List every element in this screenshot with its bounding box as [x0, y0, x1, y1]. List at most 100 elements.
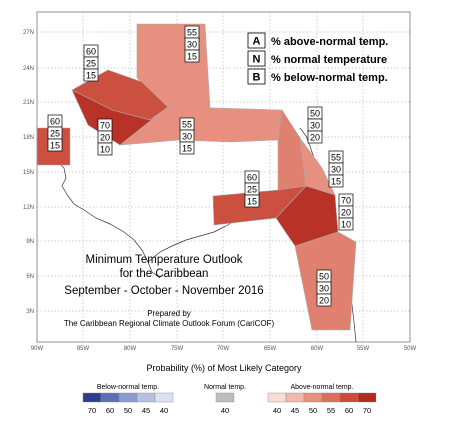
legend-swatch — [285, 392, 305, 403]
prepared-by-line1: Prepared by — [147, 309, 191, 318]
lon-tick-label: 90W — [31, 346, 44, 352]
value-label: 55 — [182, 120, 192, 130]
legend-swatch — [357, 392, 377, 403]
legend-swatch — [321, 392, 341, 403]
value-box: 15 — [244, 194, 260, 208]
value-box: 15 — [83, 68, 99, 82]
lon-tick-label: 70W — [217, 346, 230, 352]
region-hispaniola — [119, 106, 283, 146]
legend-swatch — [82, 392, 102, 403]
value-box: 60 — [47, 114, 63, 128]
value-box: 55 — [179, 117, 195, 131]
legend-swatch — [303, 392, 323, 403]
value-label: 10 — [341, 220, 351, 230]
value-box: 20 — [338, 205, 354, 219]
lon-tick-label: 65W — [264, 346, 277, 352]
legend-value: 60 — [345, 406, 353, 415]
lon-tick-label: 60W — [311, 346, 324, 352]
legend-value: 45 — [142, 406, 150, 415]
value-box: 30 — [184, 37, 200, 51]
lon-tick-label: 80W — [124, 346, 137, 352]
region-trinidad — [275, 185, 339, 247]
legend-value: 55 — [327, 406, 335, 415]
lat-tick-label: 21N — [23, 100, 34, 106]
value-box: 30 — [307, 118, 323, 132]
value-label: 15 — [50, 141, 60, 151]
lat-tick-label: 3N — [26, 309, 34, 315]
value-label: 25 — [86, 59, 96, 69]
legend-value: 70 — [363, 406, 371, 415]
value-box: 30 — [179, 129, 195, 143]
value-label: 25 — [50, 129, 60, 139]
map-title-line1: Minimum Temperature Outlook — [85, 254, 242, 266]
value-label: 30 — [182, 132, 192, 142]
value-label: 20 — [319, 296, 329, 306]
lat-tick-label: 6N — [26, 274, 34, 280]
latitude-ticks: 27N 24N 21N 18N 15N 12N 9N 6N 3N — [23, 30, 34, 315]
value-label: 20 — [310, 133, 320, 143]
lat-tick-label: 18N — [23, 135, 34, 141]
lon-tick-label: 50W — [404, 346, 417, 352]
value-box: 60 — [244, 170, 260, 184]
value-label: 60 — [50, 117, 60, 127]
value-label: 15 — [187, 52, 197, 62]
value-box: 50 — [307, 106, 323, 120]
lat-tick-label: 12N — [23, 205, 34, 211]
key-letter-a: A — [253, 36, 261, 48]
longitude-ticks: 90W 85W 80W 75W 70W 65W 60W 55W 50W — [31, 346, 417, 352]
value-box: 10 — [97, 142, 113, 156]
key-letter-n: N — [253, 54, 261, 66]
legend-swatch — [154, 392, 174, 403]
legend-below-scale: 70 60 50 45 40 — [82, 392, 174, 415]
lon-tick-label: 75W — [171, 346, 184, 352]
key-text-a: % above-normal temp. — [271, 36, 388, 48]
legend-swatch — [136, 392, 156, 403]
value-label: 60 — [247, 173, 257, 183]
value-label: 20 — [100, 133, 110, 143]
value-box: 25 — [47, 126, 63, 140]
map-title-line3: September - October - November 2016 — [64, 285, 263, 297]
legend-swatch — [215, 392, 235, 403]
value-box: 30 — [328, 162, 344, 176]
value-box: 60 — [83, 44, 99, 58]
value-box: 30 — [316, 281, 332, 295]
value-box: 25 — [244, 182, 260, 196]
value-label: 15 — [182, 144, 192, 154]
value-box: 55 — [184, 25, 200, 39]
value-box: 20 — [307, 130, 323, 144]
value-label: 10 — [100, 145, 110, 155]
legend-value: 40 — [221, 406, 229, 415]
map-title-line2: for the Caribbean — [120, 268, 209, 280]
prepared-by-line2: The Caribbean Regional Climate Outlook F… — [64, 319, 275, 328]
legend-swatch — [118, 392, 138, 403]
value-label: 30 — [331, 165, 341, 175]
value-box: 25 — [83, 56, 99, 70]
value-box: 20 — [97, 130, 113, 144]
legend-above-label: Above-normal temp. — [290, 384, 353, 391]
legend-swatch — [100, 392, 120, 403]
value-box: 10 — [338, 217, 354, 231]
lat-tick-label: 27N — [23, 30, 34, 36]
legend-value: 40 — [160, 406, 168, 415]
category-key: A % above-normal temp. N % normal temper… — [247, 32, 388, 85]
value-label: 15 — [247, 197, 257, 207]
legend-value: 70 — [88, 406, 96, 415]
value-label: 15 — [331, 177, 341, 187]
value-label: 60 — [86, 47, 96, 57]
lat-tick-label: 24N — [23, 66, 34, 72]
legend-value: 50 — [124, 406, 132, 415]
value-box: 15 — [179, 141, 195, 155]
value-label: 50 — [310, 109, 320, 119]
region-value-boxes: 5530156025157020106025155530155030205530… — [47, 25, 354, 307]
key-text-b: % below-normal temp. — [271, 72, 388, 84]
legend-value: 40 — [273, 406, 281, 415]
value-label: 20 — [341, 208, 351, 218]
lat-tick-label: 9N — [26, 239, 34, 245]
legend-value: 60 — [106, 406, 114, 415]
value-label: 15 — [86, 71, 96, 81]
legend-above-scale: 40 45 50 55 60 70 — [267, 392, 377, 415]
value-box: 15 — [47, 138, 63, 152]
legend-title: Probability (%) of Most Likely Category — [146, 363, 302, 373]
value-label: 30 — [187, 40, 197, 50]
